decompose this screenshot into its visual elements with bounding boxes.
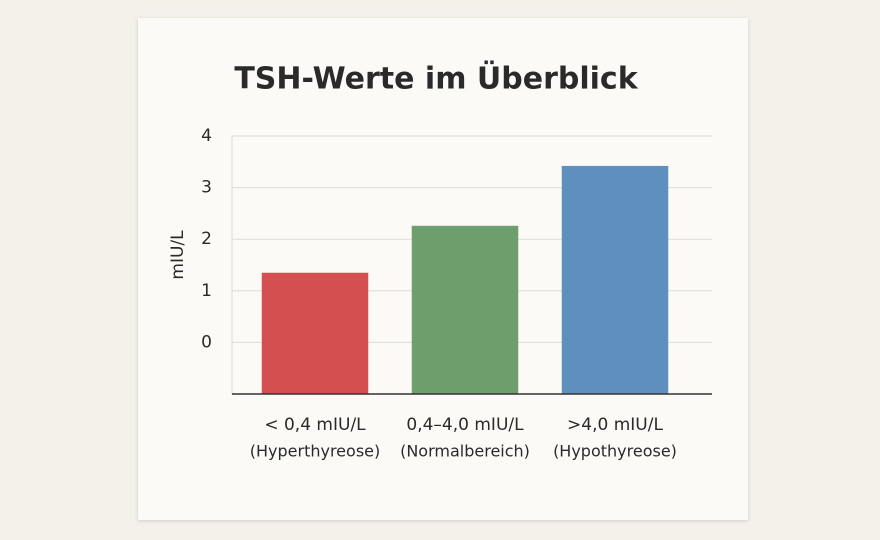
y-tick-label: 0 <box>201 332 212 352</box>
y-axis-label: mIU/L <box>168 230 188 280</box>
x-tick-label: (Hypothyreose) <box>553 442 677 461</box>
x-tick-label: (Normalbereich) <box>400 442 530 461</box>
y-tick-label: 4 <box>201 126 212 146</box>
y-tick-label: 2 <box>201 229 212 249</box>
x-tick-label: 0,4–4,0 mIU/L <box>406 415 524 435</box>
x-tick-label: (Hyperthyreose) <box>250 442 380 461</box>
bar <box>561 165 669 394</box>
x-tick-label: < 0,4 mIU/L <box>264 415 366 435</box>
y-tick-label: 1 <box>201 281 212 301</box>
y-tick-label: 3 <box>201 178 212 198</box>
bar <box>261 272 369 394</box>
bar <box>411 225 519 394</box>
x-tick-label: >4,0 mIU/L <box>567 415 663 435</box>
chart-title: TSH-Werte im Überblick <box>234 60 638 97</box>
